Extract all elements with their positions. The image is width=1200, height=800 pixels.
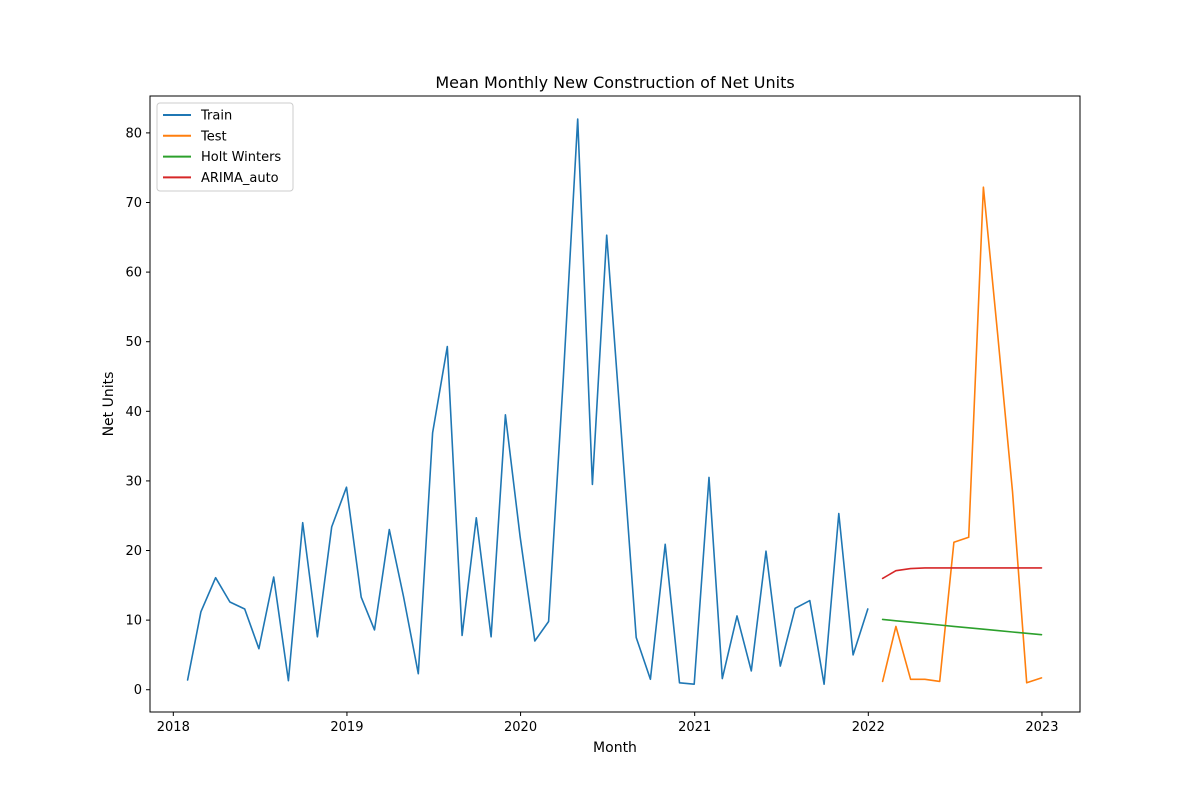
x-tick-label: 2021 <box>678 720 711 735</box>
x-tick-label: 2020 <box>504 720 537 735</box>
series-line-test <box>881 186 1043 684</box>
x-tick-label: 2022 <box>852 720 885 735</box>
y-tick-label: 80 <box>125 126 142 141</box>
y-tick-label: 40 <box>125 405 142 420</box>
y-tick-label: 10 <box>125 614 142 629</box>
x-tick-label: 2019 <box>330 720 363 735</box>
legend-label-holt-winters: Holt Winters <box>201 150 281 165</box>
plot-frame <box>149 95 1081 713</box>
legend: Train Test Holt Winters ARIMA_auto <box>156 102 294 192</box>
series-line-train <box>186 118 869 686</box>
legend-label-test: Test <box>200 129 227 144</box>
y-axis: 0 10 20 30 40 50 60 70 80 <box>125 126 150 698</box>
y-tick-label: 0 <box>134 683 142 698</box>
chart-title: Mean Monthly New Construction of Net Uni… <box>435 73 794 92</box>
series-line-arima-auto <box>881 567 1043 580</box>
x-tick-label: 2023 <box>1025 720 1058 735</box>
legend-box <box>156 102 294 192</box>
x-axis-label: Month <box>593 740 637 756</box>
y-axis-label: Net Units <box>101 372 117 437</box>
series-line-holt-winters <box>881 618 1043 636</box>
y-tick-label: 20 <box>125 544 142 559</box>
legend-label-arima-auto: ARIMA_auto <box>201 171 279 186</box>
y-tick-label: 30 <box>125 474 142 489</box>
legend-label-train: Train <box>200 109 232 124</box>
series-layer <box>186 118 1043 686</box>
x-tick-label: 2018 <box>157 720 190 735</box>
y-tick-label: 60 <box>125 266 142 281</box>
y-tick-label: 50 <box>125 335 142 350</box>
x-axis: 2018 2019 2020 2021 2022 2023 <box>157 712 1058 735</box>
y-tick-label: 70 <box>125 196 142 211</box>
